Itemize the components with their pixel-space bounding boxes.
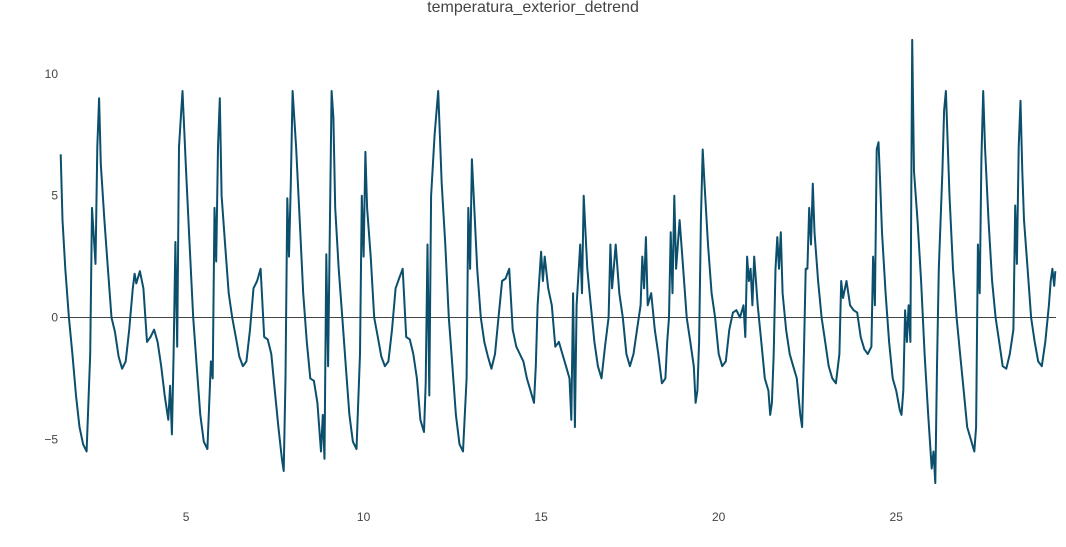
x-tick-label: 25 xyxy=(890,510,904,524)
chart-title: temperatura_exterior_detrend xyxy=(427,0,639,16)
y-tick-label: 5 xyxy=(51,189,58,203)
x-tick-label: 15 xyxy=(534,510,548,524)
x-axis-ticks: 5 10 15 20 25 xyxy=(183,510,903,524)
y-tick-label: 0 xyxy=(51,311,58,325)
series-line-0 xyxy=(59,38,1057,485)
x-tick-label: 20 xyxy=(712,510,726,524)
series-group xyxy=(59,38,1057,485)
x-tick-label: 5 xyxy=(183,510,190,524)
y-tick-label: −5 xyxy=(44,432,58,446)
x-tick-label: 10 xyxy=(357,510,371,524)
y-axis-ticks: −5 0 5 10 xyxy=(44,67,58,446)
y-tick-label: 10 xyxy=(45,67,59,81)
